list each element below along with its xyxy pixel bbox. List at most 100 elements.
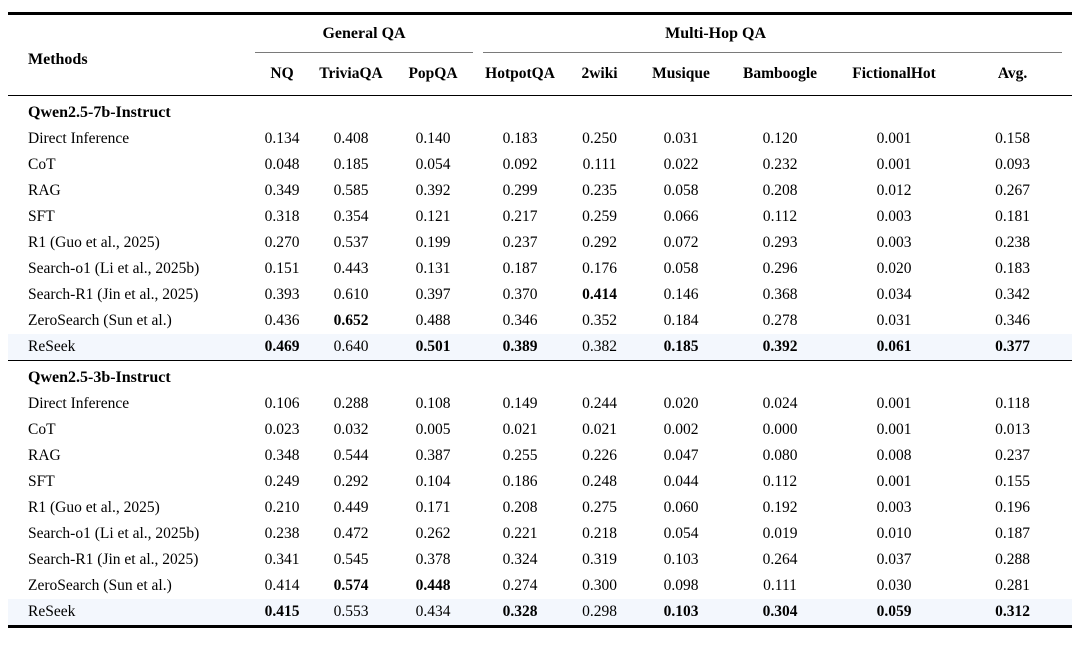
model-section: Qwen2.5-7b-Instruct Direct Inference 0.134… — [8, 96, 1073, 361]
value-cell: 0.108 — [415, 395, 451, 412]
value-cell: 0.585 — [333, 182, 369, 199]
value-cell: 0.104 — [415, 473, 451, 490]
value-cell: 0.103 — [637, 599, 726, 627]
value-cell: 0.299 — [502, 182, 538, 199]
value-cell: 0.196 — [995, 499, 1030, 516]
value-cell: 0.255 — [502, 447, 538, 464]
value-cell: 0.192 — [762, 499, 798, 516]
value-cell: 0.032 — [333, 421, 369, 438]
value-cell: 0.131 — [415, 260, 451, 277]
table-row: RAG 0.348 0.544 0.387 0.255 0.226 0.047 0.080 0.… — [8, 443, 1072, 469]
value-cell: 0.183 — [502, 130, 538, 147]
value-cell: 0.408 — [333, 130, 369, 147]
value-cell: 0.093 — [995, 156, 1030, 173]
value-cell: 0.448 — [415, 577, 451, 594]
value-cell: 0.300 — [582, 577, 617, 594]
value-cell: 0.226 — [582, 447, 617, 464]
method-cell: Search-R1 (Jin et al., 2025) — [28, 286, 199, 303]
value-cell: 0.034 — [876, 286, 912, 303]
value-cell: 0.544 — [333, 447, 369, 464]
value-cell: 0.111 — [582, 156, 617, 173]
value-cell: 0.488 — [415, 312, 451, 329]
value-cell: 0.054 — [663, 525, 699, 542]
group-header-general-qa-label: General QA — [322, 25, 406, 42]
value-cell: 0.021 — [502, 421, 538, 438]
value-cell: 0.020 — [876, 260, 912, 277]
value-cell: 0.022 — [663, 156, 699, 173]
value-cell: 0.259 — [582, 208, 617, 225]
value-cell: 0.318 — [264, 208, 300, 225]
results-table: Methods General QA Multi-Hop QA NQ Trivi… — [8, 12, 1073, 628]
table-row: ReSeek 0.469 0.640 0.501 0.389 0.382 0.185 0.39… — [8, 334, 1073, 361]
value-cell: 0.186 — [502, 473, 538, 490]
value-cell: 0.346 — [995, 312, 1030, 329]
value-cell: 0.181 — [995, 208, 1030, 225]
value-cell: 0.434 — [388, 599, 479, 627]
value-cell: 0.443 — [333, 260, 369, 277]
value-cell: 0.382 — [562, 334, 638, 361]
value-cell: 0.250 — [582, 130, 617, 147]
value-cell: 0.001 — [876, 421, 912, 438]
value-cell: 0.092 — [502, 156, 538, 173]
value-cell: 0.449 — [333, 499, 369, 516]
value-cell: 0.610 — [333, 286, 369, 303]
value-cell: 0.292 — [333, 473, 369, 490]
value-cell: 0.005 — [415, 421, 451, 438]
value-cell: 0.262 — [415, 525, 451, 542]
method-cell: RAG — [28, 182, 61, 199]
value-cell: 0.185 — [637, 334, 726, 361]
value-cell: 0.392 — [415, 182, 451, 199]
value-cell: 0.652 — [333, 312, 369, 329]
method-cell: Search-R1 (Jin et al., 2025) — [28, 551, 199, 568]
value-cell: 0.176 — [582, 260, 617, 277]
value-cell: 0.155 — [995, 473, 1030, 490]
value-cell: 0.346 — [502, 312, 538, 329]
value-cell: 0.436 — [264, 312, 300, 329]
value-cell: 0.098 — [663, 577, 699, 594]
value-cell: 0.001 — [876, 473, 912, 490]
value-cell: 0.183 — [995, 260, 1030, 277]
value-cell: 0.392 — [725, 334, 836, 361]
value-cell: 0.020 — [663, 395, 699, 412]
value-cell: 0.024 — [762, 395, 798, 412]
value-cell: 0.103 — [663, 551, 699, 568]
value-cell: 0.545 — [333, 551, 369, 568]
value-cell: 0.118 — [995, 395, 1030, 412]
section-title-row: Qwen2.5-7b-Instruct — [8, 96, 1072, 127]
table-row: ReSeek 0.415 0.553 0.434 0.328 0.298 0.103 0.30… — [8, 599, 1073, 627]
value-cell: 0.199 — [415, 234, 451, 251]
table-row: Direct Inference 0.134 0.408 0.140 0.183 0.25… — [8, 126, 1072, 152]
method-cell: Search-o1 (Li et al., 2025b) — [28, 525, 200, 542]
value-cell: 0.414 — [264, 577, 300, 594]
group-header-general-qa: General QA — [250, 14, 478, 54]
value-cell: 0.292 — [582, 234, 617, 251]
value-cell: 0.066 — [663, 208, 699, 225]
col-header-avg: Avg. — [953, 53, 1073, 96]
value-cell: 0.134 — [264, 130, 300, 147]
col-header-hotpotqa: HotpotQA — [478, 53, 563, 96]
group-header-multi-hop-qa-label: Multi-Hop QA — [665, 25, 766, 42]
group-header-row: Methods General QA Multi-Hop QA — [8, 13, 1072, 96]
value-cell: 0.267 — [995, 182, 1030, 199]
value-cell: 0.030 — [876, 577, 912, 594]
value-cell: 0.378 — [415, 551, 451, 568]
value-cell: 0.221 — [502, 525, 538, 542]
column-header-row: NQ TriviaQA PopQA HotpotQA 2wiki Musique… — [8, 53, 1073, 96]
table-row: Direct Inference 0.106 0.288 0.108 0.149 0.24… — [8, 391, 1072, 417]
value-cell: 0.278 — [762, 312, 798, 329]
value-cell: 0.001 — [876, 156, 912, 173]
section-title: Qwen2.5-7b-Instruct — [28, 104, 171, 121]
value-cell: 0.304 — [725, 599, 836, 627]
method-cell: Direct Inference — [28, 395, 130, 412]
value-cell: 0.237 — [995, 447, 1030, 464]
table-header: Methods General QA Multi-Hop QA NQ Trivi… — [8, 13, 1073, 96]
value-cell: 0.061 — [835, 334, 954, 361]
value-cell: 0.187 — [502, 260, 538, 277]
table-row: Search-R1 (Jin et al., 2025) 0.393 0.610 0.… — [8, 282, 1072, 308]
value-cell: 0.060 — [663, 499, 699, 516]
value-cell: 0.281 — [995, 577, 1030, 594]
col-header-methods: Methods — [8, 13, 250, 96]
value-cell: 0.001 — [876, 130, 912, 147]
value-cell: 0.031 — [663, 130, 699, 147]
value-cell: 0.023 — [264, 421, 300, 438]
